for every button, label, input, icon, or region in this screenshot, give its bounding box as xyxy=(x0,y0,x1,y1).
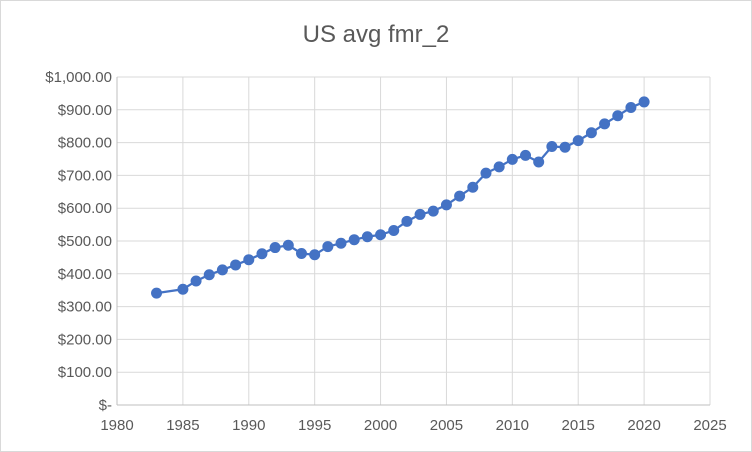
data-point xyxy=(256,248,268,260)
y-tick-labels: $- $100.00 $200.00 $300.00 $400.00 $500.00 $60… xyxy=(45,69,112,414)
x-tick-label: 2020 xyxy=(627,417,660,434)
axes xyxy=(116,77,710,406)
data-point xyxy=(546,141,558,153)
x-tick-label: 1985 xyxy=(166,417,199,434)
data-point xyxy=(375,229,387,241)
y-tick-label: $- xyxy=(99,397,112,414)
data-point xyxy=(506,153,518,165)
x-tick-label: 2005 xyxy=(430,417,463,434)
y-tick-label: $1,000.00 xyxy=(45,69,112,86)
data-point xyxy=(177,283,189,295)
data-point xyxy=(401,215,413,227)
data-point xyxy=(493,161,505,173)
data-point xyxy=(203,269,215,281)
x-tick-label: 2015 xyxy=(562,417,595,434)
x-tick-label: 1990 xyxy=(232,417,265,434)
x-tick-label: 2010 xyxy=(496,417,529,434)
y-tick-label: $600.00 xyxy=(58,200,112,217)
y-tick-label: $900.00 xyxy=(58,102,112,119)
x-tick-label: 2000 xyxy=(364,417,397,434)
series-group xyxy=(151,96,650,299)
data-point xyxy=(572,135,584,147)
data-point xyxy=(190,275,202,287)
data-point xyxy=(388,225,400,237)
data-point xyxy=(216,264,228,276)
data-point xyxy=(480,167,492,179)
y-tick-label: $300.00 xyxy=(58,299,112,316)
y-tick-label: $200.00 xyxy=(58,331,112,348)
data-point xyxy=(520,149,532,161)
data-point xyxy=(269,242,281,254)
data-point xyxy=(414,208,426,220)
data-point xyxy=(322,241,334,253)
data-point xyxy=(309,249,321,261)
data-point xyxy=(335,237,347,249)
x-tick-label: 1995 xyxy=(298,417,331,434)
x-tick-labels: 1980 1985 1990 1995 2000 2005 2010 2015 2020 2025 xyxy=(100,417,726,434)
y-tick-label: $100.00 xyxy=(58,364,112,381)
data-point xyxy=(638,96,650,108)
data-point xyxy=(230,259,242,271)
data-point xyxy=(559,141,571,153)
data-point xyxy=(243,254,255,266)
x-tick-label: 1980 xyxy=(100,417,133,434)
gridlines xyxy=(117,76,711,405)
chart-title: US avg fmr_2 xyxy=(302,21,450,48)
y-tick-label: $800.00 xyxy=(58,135,112,152)
series-line xyxy=(156,100,645,295)
data-point xyxy=(533,156,545,168)
data-point xyxy=(599,118,611,130)
data-point xyxy=(295,247,307,259)
data-point xyxy=(151,287,163,299)
data-point xyxy=(427,205,439,217)
data-point xyxy=(612,110,624,122)
x-tick-label: 2025 xyxy=(693,417,726,434)
data-point xyxy=(467,181,479,193)
y-tick-label: $500.00 xyxy=(58,233,112,250)
data-point xyxy=(625,102,637,114)
data-point xyxy=(440,199,452,211)
data-point xyxy=(361,231,373,243)
y-tick-label: $700.00 xyxy=(58,167,112,184)
data-point xyxy=(454,190,466,202)
y-tick-label: $400.00 xyxy=(58,266,112,283)
data-point xyxy=(348,234,360,246)
data-point xyxy=(585,127,597,139)
data-point xyxy=(282,239,294,251)
